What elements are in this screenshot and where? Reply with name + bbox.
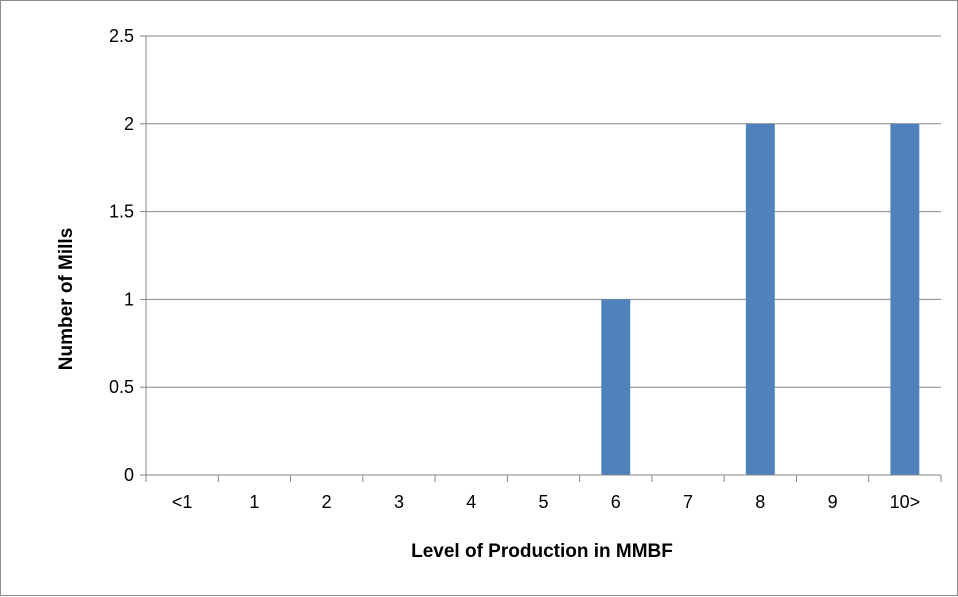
x-tick-label: 4 — [466, 492, 476, 512]
axes — [140, 35, 942, 482]
y-axis-title: Number of Mills — [56, 228, 77, 371]
bar-8 — [745, 123, 775, 476]
y-tick-label: 0.5 — [109, 377, 134, 397]
bars — [601, 123, 920, 476]
x-tick-label: 8 — [755, 492, 765, 512]
x-tick-label: 9 — [828, 492, 838, 512]
x-tick-label: 6 — [611, 492, 621, 512]
y-tick-label: 1.5 — [109, 202, 134, 222]
y-tick-label: 2.5 — [109, 26, 134, 46]
y-tick-label: 0 — [124, 465, 134, 485]
gridlines — [146, 35, 941, 388]
x-tick-labels: <1 1 2 3 4 5 6 7 8 9 10> — [172, 492, 920, 512]
y-tick-label: 2 — [124, 114, 134, 134]
y-tick-labels: 0 0.5 1 1.5 2 2.5 — [109, 26, 134, 485]
x-tick-label: 5 — [538, 492, 548, 512]
y-tick-label: 1 — [124, 289, 134, 309]
x-tick-label: <1 — [172, 492, 193, 512]
x-tick-label: 7 — [683, 492, 693, 512]
x-tick-label: 3 — [394, 492, 404, 512]
bar-10> — [890, 123, 920, 476]
x-axis-title: Level of Production in MMBF — [411, 541, 673, 562]
x-tick-label: 10> — [890, 492, 921, 512]
x-tick-label: 1 — [249, 492, 259, 512]
bar-6 — [601, 299, 631, 475]
x-tick-label: 2 — [322, 492, 332, 512]
